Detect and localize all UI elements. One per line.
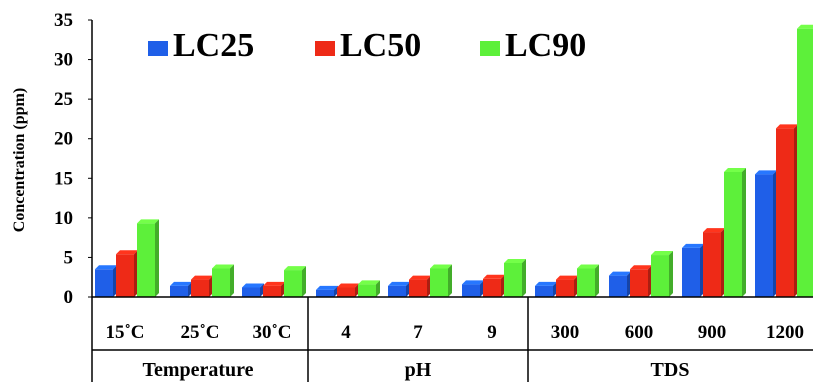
bar-lc50 <box>776 124 798 297</box>
y-tick-label: 20 <box>54 129 73 150</box>
legend-label: LC50 <box>340 27 421 64</box>
bar-lc25 <box>242 283 264 297</box>
bar-lc25 <box>609 271 631 297</box>
bar-lc50 <box>116 250 138 297</box>
x-tick-label: 600 <box>625 322 654 343</box>
y-tick-label: 15 <box>54 168 73 189</box>
legend-label: LC90 <box>505 27 586 64</box>
bar-lc90 <box>651 251 673 297</box>
bar-lc25 <box>316 285 338 297</box>
bar-lc50 <box>556 275 578 297</box>
group-label: pH <box>405 359 432 381</box>
legend: LC25 LC50 LC90 <box>148 27 586 64</box>
bars <box>95 24 813 297</box>
y-axis-ticks: 0 5 10 15 20 25 30 35 <box>54 10 92 308</box>
bar-lc90 <box>358 280 380 297</box>
x-tick-label: 25˚C <box>180 322 219 343</box>
y-axis-label: Concentration (ppm) <box>11 88 28 232</box>
bar-lc25 <box>170 281 192 297</box>
bar-lc90 <box>137 219 159 297</box>
bar-lc90 <box>284 266 306 297</box>
bar-lc90 <box>797 24 813 297</box>
legend-swatch <box>315 41 335 56</box>
bar-lc50 <box>483 274 505 297</box>
y-tick-label: 10 <box>54 208 73 229</box>
y-tick-label: 0 <box>64 287 74 308</box>
x-tick-label: 9 <box>487 322 497 343</box>
y-tick-label: 5 <box>64 247 74 268</box>
bar-lc50 <box>191 275 213 297</box>
bar-lc50 <box>263 281 285 297</box>
bar-lc25 <box>682 243 704 297</box>
legend-label: LC25 <box>173 27 254 64</box>
x-tick-label: 900 <box>698 322 727 343</box>
x-tick-label: 300 <box>551 322 580 343</box>
bar-lc50 <box>337 283 359 297</box>
x-tick-label: 15˚C <box>105 322 144 343</box>
bar-lc90 <box>577 264 599 297</box>
bar-lc25 <box>462 280 484 297</box>
bar-lc25 <box>535 281 557 297</box>
x-tick-label: 4 <box>341 322 351 343</box>
legend-swatch <box>148 41 168 56</box>
y-tick-label: 25 <box>54 89 73 110</box>
legend-swatch <box>480 41 500 56</box>
bar-lc90 <box>504 258 526 297</box>
bar-lc25 <box>388 281 410 297</box>
y-tick-label: 35 <box>54 10 73 31</box>
group-label: TDS <box>651 359 690 381</box>
bar-lc90 <box>430 264 452 297</box>
y-tick-label: 30 <box>54 50 73 71</box>
x-tick-label: 30˚C <box>252 322 291 343</box>
bar-lc50 <box>409 275 431 297</box>
x-tick-label: 1200 <box>766 322 804 343</box>
bar-lc50 <box>703 228 725 297</box>
bar-lc90 <box>724 167 746 297</box>
bar-lc90 <box>212 264 234 297</box>
bar-lc25 <box>95 265 117 297</box>
bar-lc25 <box>755 170 777 297</box>
bar-lc50 <box>630 265 652 297</box>
group-label: Temperature <box>142 359 253 381</box>
x-axis: 15˚C 25˚C 30˚C 4 7 9 300 600 900 1200 Temperature p… <box>91 296 813 382</box>
x-tick-label: 7 <box>413 322 423 343</box>
